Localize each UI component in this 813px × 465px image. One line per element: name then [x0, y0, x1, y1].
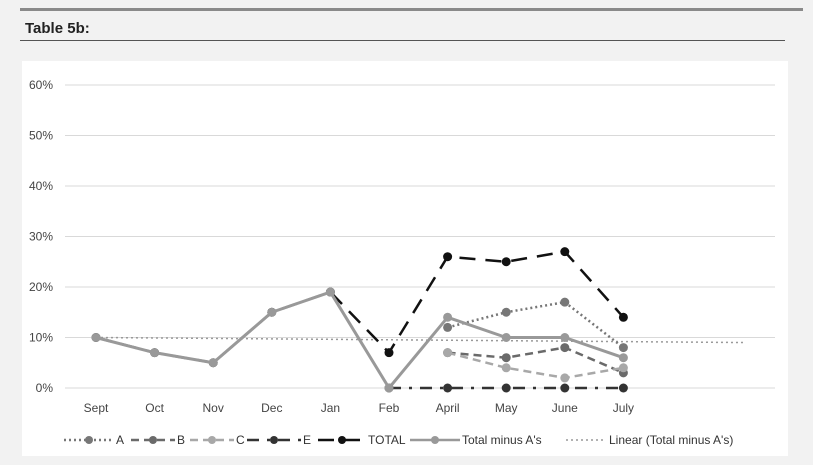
data-point-a — [443, 322, 453, 332]
x-tick-label: Sept — [84, 401, 109, 415]
series-line-a — [447, 300, 625, 349]
data-point-a — [560, 297, 570, 307]
data-point-total — [618, 312, 628, 322]
data-point-total — [501, 257, 511, 267]
data-point-e — [618, 383, 628, 393]
data-point-total-minus-a-s — [208, 358, 218, 368]
chart-panel — [22, 61, 788, 456]
series-line-total-minus-a-s — [95, 290, 624, 390]
data-point-b — [560, 343, 570, 353]
x-tick-label: April — [436, 401, 460, 415]
legend-label: B — [177, 433, 185, 447]
legend-marker-c — [208, 436, 216, 444]
x-tick-label: Nov — [203, 401, 224, 415]
legend-marker-total — [338, 436, 346, 444]
top-rule — [20, 8, 803, 11]
trendline — [95, 336, 746, 344]
legend-label: Linear (Total minus A's) — [609, 433, 733, 447]
data-point-b — [501, 353, 511, 363]
data-point-total-minus-a-s — [560, 333, 570, 342]
data-point-total-minus-a-s — [325, 287, 335, 297]
x-tick-label: June — [552, 401, 578, 415]
x-tick-label: Jan — [321, 401, 340, 415]
data-point-e — [560, 383, 570, 393]
legend-marker-total-minus-a-s — [431, 436, 439, 444]
legend-label: Total minus A's — [462, 433, 542, 447]
y-tick-label: 30% — [29, 230, 53, 244]
series-line-b — [447, 346, 624, 374]
data-point-total-minus-a-s — [150, 348, 160, 358]
x-tick-label: May — [495, 401, 518, 415]
series-line-c — [447, 351, 624, 380]
y-tick-label: 20% — [29, 280, 53, 294]
title-rule — [20, 40, 785, 41]
table-title: Table 5b: — [25, 20, 90, 37]
legend-marker-e — [270, 436, 278, 444]
data-point-total-minus-a-s — [443, 312, 453, 322]
data-point-total — [560, 247, 570, 257]
data-point-a — [618, 343, 628, 353]
legend-marker-b — [149, 436, 157, 444]
legend-label: E — [303, 433, 311, 447]
y-tick-label: 60% — [29, 78, 53, 92]
x-tick-label: July — [613, 401, 634, 415]
data-point-e — [501, 383, 511, 393]
data-point-a — [501, 307, 511, 317]
x-tick-label: Dec — [261, 401, 282, 415]
data-point-total — [443, 252, 453, 262]
x-tick-label: Feb — [379, 401, 400, 415]
data-point-total-minus-a-s — [91, 333, 101, 342]
series-line-total — [95, 250, 625, 364]
x-tick-label: Oct — [145, 401, 164, 415]
data-point-total-minus-a-s — [618, 353, 628, 363]
y-tick-label: 10% — [29, 331, 53, 345]
legend-marker-a — [85, 436, 93, 444]
data-point-total-minus-a-s — [384, 383, 394, 393]
legend-label: A — [116, 433, 124, 447]
data-point-c — [443, 348, 453, 358]
data-point-e — [443, 383, 453, 393]
legend-label: C — [236, 433, 245, 447]
y-tick-label: 0% — [36, 381, 54, 395]
data-point-total-minus-a-s — [267, 307, 277, 317]
legend-label: TOTAL — [368, 433, 406, 447]
data-point-c — [501, 363, 511, 373]
data-point-c — [560, 373, 570, 383]
data-point-c — [618, 363, 628, 373]
y-tick-label: 50% — [29, 129, 53, 143]
data-point-total — [384, 348, 394, 358]
y-tick-label: 40% — [29, 179, 53, 193]
data-point-total-minus-a-s — [501, 333, 511, 342]
